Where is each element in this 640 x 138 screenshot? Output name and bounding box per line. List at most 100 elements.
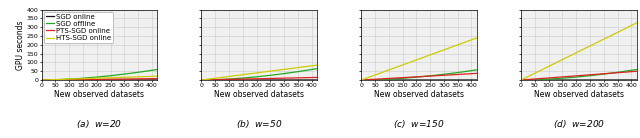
- X-axis label: New observed datasets: New observed datasets: [214, 90, 304, 99]
- Line: PTS-SGD online: PTS-SGD online: [361, 73, 477, 80]
- Line: HTS-SGD online: HTS-SGD online: [42, 76, 157, 80]
- SGD offline: [271, 74, 278, 76]
- SGD offline: [122, 73, 129, 75]
- SGD offline: [442, 73, 449, 75]
- Line: SGD offline: SGD offline: [42, 69, 157, 80]
- Line: HTS-SGD online: HTS-SGD online: [361, 38, 477, 80]
- PTS-SGD online: [236, 78, 243, 80]
- SGD offline: [517, 79, 525, 81]
- SGD online: [473, 79, 481, 81]
- HTS-SGD online: [38, 79, 45, 81]
- SGD online: [271, 79, 278, 81]
- PTS-SGD online: [601, 73, 609, 75]
- PTS-SGD online: [602, 73, 609, 75]
- SGD offline: [84, 77, 92, 79]
- PTS-SGD online: [314, 77, 321, 78]
- HTS-SGD online: [243, 73, 251, 75]
- SGD offline: [122, 73, 130, 75]
- PTS-SGD online: [403, 77, 411, 78]
- SGD online: [122, 79, 130, 81]
- HTS-SGD online: [211, 77, 219, 79]
- SGD online: [633, 79, 640, 81]
- SGD online: [314, 79, 321, 81]
- SGD offline: [314, 68, 321, 69]
- PTS-SGD online: [271, 78, 278, 79]
- SGD online: [563, 79, 571, 81]
- Y-axis label: GPU seconds: GPU seconds: [15, 20, 24, 70]
- Line: PTS-SGD online: PTS-SGD online: [42, 79, 157, 80]
- SGD offline: [531, 79, 539, 81]
- HTS-SGD online: [517, 79, 525, 81]
- PTS-SGD online: [198, 79, 205, 81]
- X-axis label: New observed datasets: New observed datasets: [534, 90, 624, 99]
- SGD online: [442, 79, 449, 81]
- PTS-SGD online: [441, 74, 449, 76]
- SGD online: [198, 79, 205, 81]
- SGD online: [84, 79, 92, 81]
- PTS-SGD online: [211, 79, 219, 81]
- SGD online: [76, 79, 83, 81]
- SGD offline: [371, 79, 379, 81]
- PTS-SGD online: [430, 75, 438, 77]
- Legend: SGD online, SGD offline, PTS-SGD online, HTS-SGD online: SGD online, SGD offline, PTS-SGD online,…: [44, 12, 113, 43]
- HTS-SGD online: [122, 76, 130, 78]
- Text: (a)  $w$=20: (a) $w$=20: [76, 118, 123, 130]
- SGD offline: [154, 69, 161, 70]
- HTS-SGD online: [84, 78, 92, 79]
- PTS-SGD online: [243, 78, 251, 80]
- HTS-SGD online: [403, 63, 411, 64]
- SGD online: [430, 79, 438, 81]
- PTS-SGD online: [122, 78, 129, 80]
- Line: PTS-SGD online: PTS-SGD online: [521, 71, 637, 80]
- X-axis label: New observed datasets: New observed datasets: [374, 90, 464, 99]
- PTS-SGD online: [633, 70, 640, 72]
- SGD online: [154, 79, 161, 81]
- PTS-SGD online: [442, 74, 449, 76]
- SGD online: [52, 79, 60, 81]
- HTS-SGD online: [314, 64, 321, 66]
- HTS-SGD online: [281, 68, 289, 70]
- PTS-SGD online: [52, 79, 60, 81]
- HTS-SGD online: [236, 74, 243, 76]
- Text: (b)  $w$=50: (b) $w$=50: [236, 118, 282, 130]
- SGD online: [111, 79, 118, 81]
- HTS-SGD online: [122, 76, 129, 78]
- HTS-SGD online: [555, 61, 563, 62]
- SGD offline: [236, 78, 243, 79]
- PTS-SGD online: [371, 78, 379, 80]
- SGD online: [531, 79, 539, 81]
- HTS-SGD online: [473, 37, 481, 39]
- SGD online: [517, 79, 525, 81]
- PTS-SGD online: [282, 77, 289, 79]
- PTS-SGD online: [122, 78, 130, 80]
- PTS-SGD online: [154, 78, 161, 79]
- Line: SGD offline: SGD offline: [361, 70, 477, 80]
- SGD online: [357, 79, 365, 81]
- SGD offline: [243, 77, 251, 79]
- SGD offline: [198, 79, 205, 81]
- SGD offline: [403, 77, 411, 79]
- PTS-SGD online: [555, 76, 563, 78]
- Text: (c)  $w$=150: (c) $w$=150: [394, 118, 445, 130]
- HTS-SGD online: [430, 53, 438, 54]
- PTS-SGD online: [531, 78, 539, 80]
- SGD online: [555, 79, 563, 81]
- SGD offline: [430, 75, 438, 76]
- Line: SGD offline: SGD offline: [202, 69, 317, 80]
- HTS-SGD online: [76, 78, 83, 80]
- Line: SGD offline: SGD offline: [521, 69, 637, 80]
- SGD offline: [281, 73, 289, 74]
- SGD offline: [633, 69, 640, 70]
- HTS-SGD online: [357, 79, 365, 81]
- SGD offline: [282, 73, 289, 74]
- SGD online: [243, 79, 251, 81]
- Line: PTS-SGD online: PTS-SGD online: [202, 77, 317, 80]
- SGD offline: [602, 73, 609, 75]
- SGD online: [236, 79, 243, 81]
- HTS-SGD online: [563, 57, 571, 58]
- SGD online: [38, 79, 45, 81]
- SGD online: [282, 79, 289, 81]
- HTS-SGD online: [633, 22, 640, 24]
- PTS-SGD online: [76, 79, 83, 80]
- HTS-SGD online: [271, 70, 278, 71]
